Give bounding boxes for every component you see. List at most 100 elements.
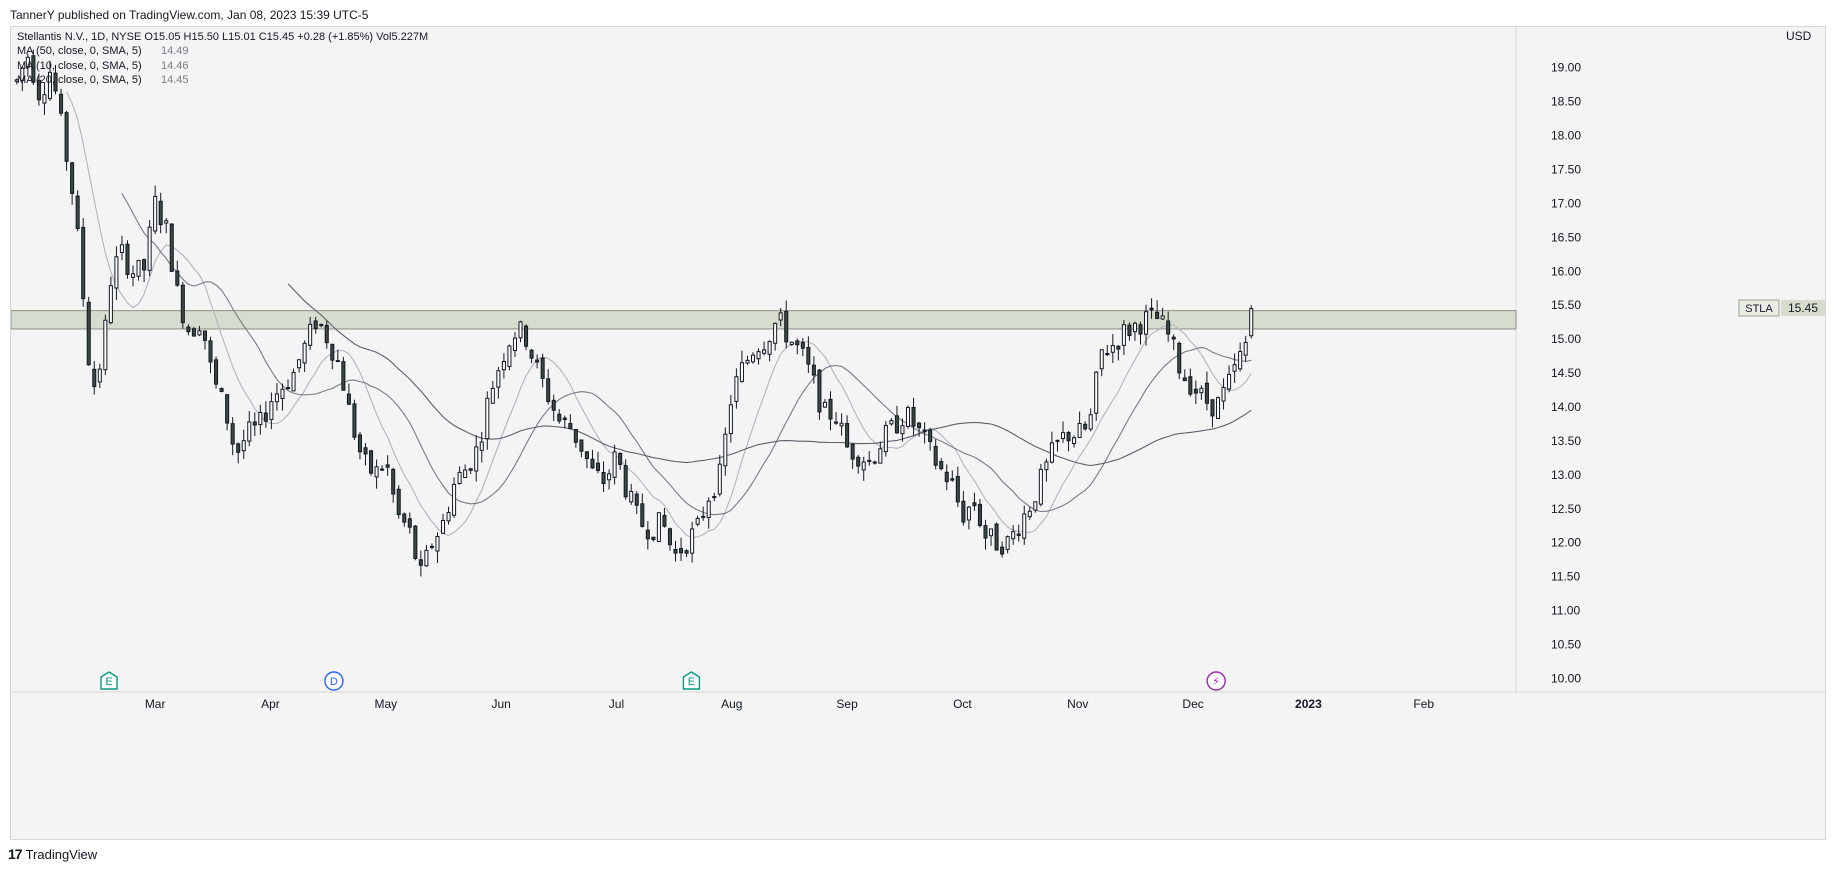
candle-body — [1177, 342, 1182, 374]
candle-body — [889, 420, 894, 425]
event-marker[interactable]: E — [100, 671, 118, 690]
candle-body — [86, 301, 91, 366]
candle-body — [1138, 324, 1143, 335]
candle-body — [274, 393, 279, 403]
candle-body — [1210, 399, 1215, 417]
candle-body — [1238, 351, 1243, 370]
y-tick-label: 11.00 — [1551, 604, 1580, 618]
candle-body — [584, 451, 589, 459]
candle-body — [103, 319, 108, 371]
candle-body — [651, 536, 656, 540]
candle-body — [701, 515, 706, 518]
candle-body — [429, 545, 434, 548]
candle-body — [1094, 371, 1099, 414]
event-glyph: E — [688, 676, 695, 688]
event-marker[interactable]: D — [324, 671, 344, 691]
candle-body — [1199, 387, 1204, 394]
candle-body — [485, 397, 490, 440]
candle-body — [917, 422, 922, 429]
candle-body — [64, 112, 69, 162]
candle-body — [872, 461, 877, 464]
price-chart[interactable]: 19.00 18.50 18.00 17.50 17.00 16.50 16.00 15.50… — [11, 27, 1825, 839]
earnings-icon — [682, 671, 701, 690]
candle-body — [97, 368, 102, 383]
candle-body — [81, 226, 86, 300]
chart-frame[interactable]: 19.00 18.50 18.00 17.50 17.00 16.50 16.00 15.50… — [10, 26, 1826, 840]
candle-body — [153, 195, 158, 232]
candle-body — [767, 340, 772, 355]
candle-body — [186, 326, 191, 333]
candle-body — [1188, 376, 1193, 395]
candle-body — [1227, 373, 1232, 390]
candle-body — [324, 324, 329, 344]
candle-body — [966, 506, 971, 521]
event-glyph: E — [105, 676, 112, 688]
candle-body — [53, 72, 58, 92]
candle-body — [773, 322, 778, 344]
candle-body — [59, 93, 64, 114]
candle-body — [883, 424, 888, 453]
legend-ma-20-label: MA (20, close, 0, SMA, 5) — [17, 74, 142, 86]
event-marker[interactable]: ⚡ — [1206, 671, 1226, 691]
candle-body — [1132, 322, 1137, 333]
candle-body — [119, 244, 124, 253]
candle-body — [861, 461, 866, 471]
candle-body — [1083, 423, 1088, 430]
candle-body — [1038, 468, 1043, 505]
x-tick-label: 2023 — [1295, 697, 1322, 711]
candle-body — [1077, 422, 1082, 439]
candle-body — [811, 364, 816, 376]
candle-body — [363, 447, 368, 455]
candle-body — [1044, 461, 1049, 471]
candle-body — [1027, 510, 1032, 518]
price-tag: STLA 15.45 — [1738, 299, 1825, 317]
candle-body — [463, 469, 468, 478]
candle-body — [535, 359, 540, 363]
candle-body — [540, 357, 545, 379]
candle-body — [867, 459, 872, 462]
tradingview-logo-icon: 17 — [8, 846, 23, 862]
candle-body — [164, 220, 169, 224]
candle-body — [385, 464, 390, 468]
price-tag-symbol-bg — [1738, 299, 1780, 317]
candle-body — [92, 368, 97, 388]
candle-body — [1049, 442, 1054, 463]
price-axis[interactable]: 19.00 18.50 18.00 17.50 17.00 16.50 16.00 15.50… — [1551, 61, 1581, 686]
grid-layer — [11, 27, 1825, 693]
resistance-zone-layer — [11, 310, 1517, 330]
candle-body — [1160, 315, 1165, 320]
candle-body — [839, 422, 844, 427]
candle-body — [391, 468, 396, 495]
candle-body — [369, 450, 374, 474]
candle-body — [247, 421, 252, 442]
candle-body — [225, 394, 230, 424]
legend: Stellantis N.V., 1D, NYSE O15.05 H15.50 … — [17, 31, 428, 86]
y-tick-label: 19.00 — [1551, 61, 1581, 75]
candle-body — [158, 200, 163, 226]
split-event-icon — [1206, 671, 1226, 691]
event-glyph: ⚡ — [1212, 676, 1220, 688]
candle-body — [750, 354, 756, 363]
legend-ma-10-value: 14.46 — [161, 60, 189, 72]
candle-body — [1149, 307, 1154, 311]
candle-body — [352, 403, 357, 438]
y-tick-label: 15.00 — [1551, 332, 1581, 346]
candle-body — [214, 359, 219, 385]
candle-body — [1060, 432, 1066, 439]
candle-body — [313, 320, 318, 330]
candle-body — [20, 67, 25, 81]
y-tick-label: 18.00 — [1551, 129, 1581, 143]
event-marker[interactable]: E — [682, 671, 701, 690]
candle-body — [479, 441, 484, 451]
events-layer[interactable]: E D E ⚡ — [100, 671, 1226, 691]
candle-body — [252, 421, 257, 426]
candle-body — [424, 549, 429, 567]
candle-body — [202, 330, 208, 341]
y-tick-label: 10.50 — [1551, 638, 1581, 652]
time-axis[interactable]: Mar Apr May Jun Jul Aug Sep Oct Nov Dec 2023 Feb — [145, 697, 1435, 711]
x-tick-label: Jul — [609, 697, 624, 711]
footer-brand[interactable]: 17 TradingView — [8, 846, 97, 862]
candle-body — [114, 256, 119, 289]
candle-body — [341, 361, 346, 391]
candle-body — [1022, 513, 1027, 539]
